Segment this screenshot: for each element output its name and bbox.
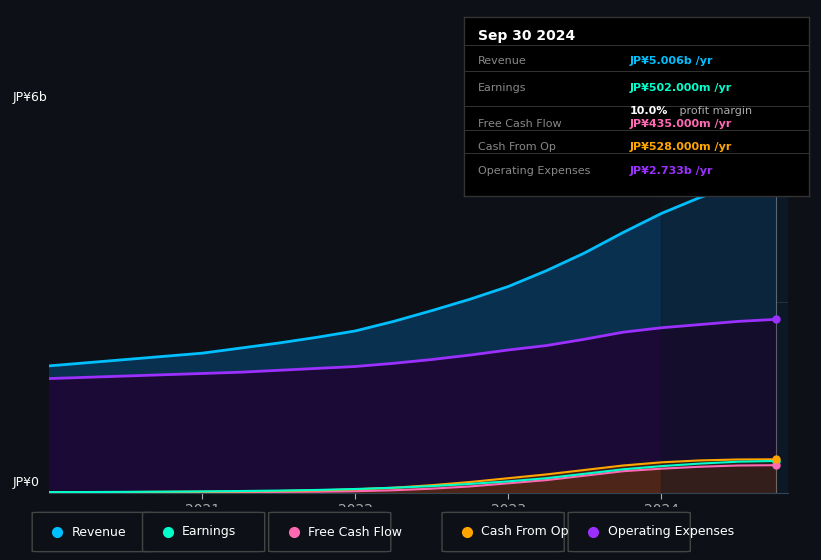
Text: Earnings: Earnings	[182, 525, 236, 539]
Text: 10.0%: 10.0%	[630, 106, 667, 116]
FancyBboxPatch shape	[143, 512, 264, 552]
Text: Revenue: Revenue	[478, 56, 526, 66]
Text: Sep 30 2024: Sep 30 2024	[478, 29, 575, 43]
Text: Cash From Op: Cash From Op	[481, 525, 569, 539]
Text: Cash From Op: Cash From Op	[478, 142, 556, 152]
FancyBboxPatch shape	[32, 512, 154, 552]
Text: JP¥435.000m /yr: JP¥435.000m /yr	[630, 119, 732, 129]
Text: Operating Expenses: Operating Expenses	[608, 525, 734, 539]
FancyBboxPatch shape	[442, 512, 564, 552]
Text: JP¥528.000m /yr: JP¥528.000m /yr	[630, 142, 732, 152]
Bar	[661, 112, 788, 493]
Text: JP¥502.000m /yr: JP¥502.000m /yr	[630, 83, 732, 93]
Text: Operating Expenses: Operating Expenses	[478, 166, 590, 175]
Text: JP¥0: JP¥0	[12, 476, 39, 489]
Text: Revenue: Revenue	[71, 525, 126, 539]
Text: JP¥2.733b /yr: JP¥2.733b /yr	[630, 166, 713, 175]
Text: Free Cash Flow: Free Cash Flow	[308, 525, 402, 539]
FancyBboxPatch shape	[268, 512, 391, 552]
Text: JP¥6b: JP¥6b	[12, 91, 47, 104]
Text: profit margin: profit margin	[676, 106, 752, 116]
Text: JP¥5.006b /yr: JP¥5.006b /yr	[630, 56, 713, 66]
FancyBboxPatch shape	[568, 512, 690, 552]
Text: Free Cash Flow: Free Cash Flow	[478, 119, 562, 129]
Text: Earnings: Earnings	[478, 83, 526, 93]
